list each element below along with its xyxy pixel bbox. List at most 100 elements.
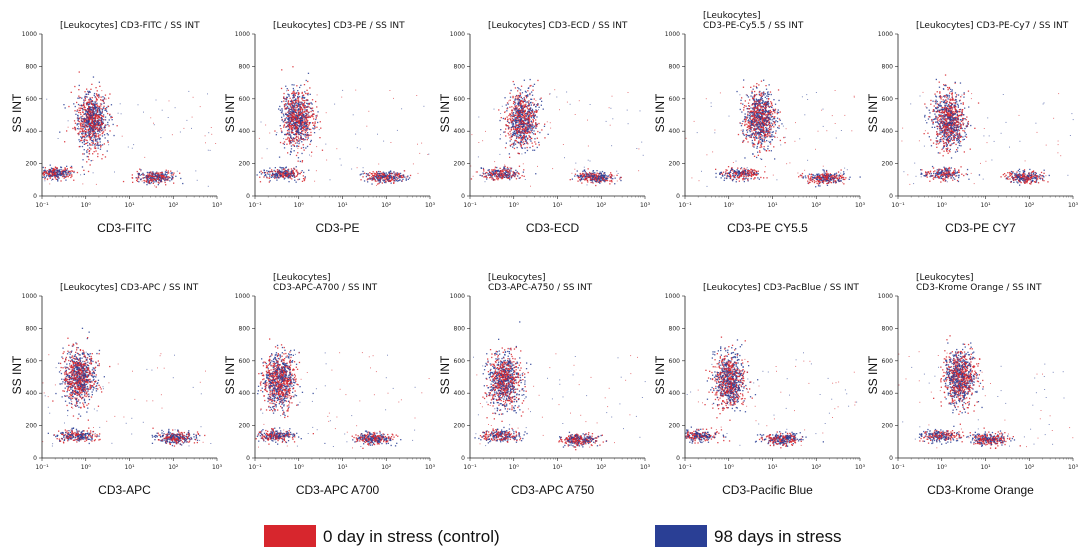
data-point — [744, 124, 746, 127]
data-point — [289, 177, 292, 179]
data-point — [83, 105, 86, 107]
data-point — [153, 181, 155, 183]
data-point — [305, 118, 307, 120]
data-point — [307, 72, 310, 74]
data-point — [495, 176, 497, 178]
data-point — [78, 146, 80, 148]
data-point — [514, 119, 517, 122]
data-point — [102, 154, 104, 156]
data-point — [87, 128, 90, 130]
data-point — [156, 177, 158, 179]
data-point — [367, 178, 369, 180]
data-point — [595, 178, 597, 180]
data-point — [533, 130, 535, 132]
data-point — [494, 170, 496, 173]
data-point — [286, 115, 289, 117]
data-point — [292, 94, 294, 97]
data-point — [506, 176, 508, 178]
data-point — [526, 138, 529, 140]
data-point — [293, 108, 295, 111]
data-point — [87, 129, 89, 131]
data-point — [86, 120, 88, 123]
data-point — [580, 177, 582, 180]
data-point — [63, 173, 65, 175]
data-point — [83, 122, 85, 124]
data-point — [297, 98, 299, 100]
data-point — [294, 101, 297, 103]
data-point — [94, 131, 96, 133]
data-point — [523, 125, 525, 127]
data-point — [261, 172, 264, 174]
data-point — [527, 102, 530, 104]
data-point — [380, 176, 382, 178]
data-point — [44, 177, 47, 179]
data-point — [82, 115, 84, 117]
data-point — [104, 94, 107, 96]
data-point — [309, 122, 312, 124]
data-point — [532, 145, 534, 147]
data-point — [108, 97, 110, 99]
data-point — [291, 107, 293, 109]
data-point — [301, 118, 303, 120]
data-point — [518, 108, 521, 110]
data-point — [510, 121, 513, 123]
data-point — [148, 174, 150, 177]
data-point — [65, 173, 68, 175]
data-point — [492, 179, 495, 181]
data-point — [297, 147, 299, 149]
data-point — [97, 129, 99, 131]
data-point — [107, 123, 109, 126]
data-point — [604, 181, 606, 183]
data-point — [109, 113, 111, 115]
data-point — [42, 176, 44, 178]
data-point — [287, 128, 290, 131]
data-point — [147, 179, 149, 181]
data-point — [55, 175, 58, 178]
data-point — [371, 183, 373, 185]
data-point — [287, 118, 289, 121]
data-point — [311, 99, 314, 101]
data-point — [616, 180, 618, 182]
data-point — [378, 177, 380, 180]
data-point — [761, 122, 763, 124]
data-point — [523, 169, 525, 171]
data-point — [297, 90, 299, 92]
data-point — [89, 139, 91, 141]
data-point — [407, 175, 409, 177]
data-point — [62, 171, 64, 173]
data-point — [91, 140, 94, 142]
data-point — [393, 175, 395, 178]
data-point — [83, 139, 86, 141]
data-point — [483, 168, 485, 171]
data-point — [514, 99, 516, 101]
data-point — [537, 104, 539, 106]
data-point — [84, 126, 86, 128]
data-point — [57, 179, 59, 181]
data-point — [476, 171, 478, 173]
data-point — [290, 113, 292, 115]
data-point — [490, 175, 492, 177]
data-point — [362, 167, 364, 169]
data-point — [301, 161, 303, 163]
data-point — [536, 110, 538, 112]
data-point — [286, 143, 288, 145]
data-point — [301, 104, 304, 106]
data-point — [507, 172, 509, 174]
data-point — [93, 92, 96, 95]
data-point — [305, 115, 308, 117]
data-point — [99, 85, 101, 87]
data-point — [300, 171, 302, 173]
data-point — [747, 113, 749, 115]
data-point — [293, 121, 295, 124]
data-point — [504, 147, 507, 149]
data-point — [500, 174, 503, 176]
data-point — [289, 127, 291, 130]
data-point — [385, 180, 387, 182]
data-point — [64, 141, 66, 143]
data-point — [108, 119, 110, 121]
data-point — [525, 101, 527, 103]
data-point — [506, 107, 509, 109]
data-point — [79, 117, 81, 119]
data-point — [51, 172, 53, 174]
data-point — [294, 106, 296, 108]
